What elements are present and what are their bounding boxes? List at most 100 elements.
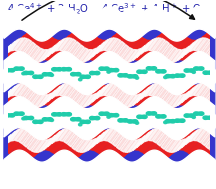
Ellipse shape (150, 67, 153, 70)
Polygon shape (115, 39, 155, 71)
Ellipse shape (55, 113, 59, 116)
Polygon shape (145, 38, 157, 51)
Polygon shape (123, 123, 163, 157)
Polygon shape (164, 127, 203, 160)
Ellipse shape (175, 74, 180, 77)
Ellipse shape (66, 113, 71, 116)
Polygon shape (0, 129, 21, 161)
Polygon shape (181, 43, 194, 58)
Polygon shape (35, 95, 48, 107)
Polygon shape (202, 86, 214, 101)
Polygon shape (76, 93, 88, 107)
Polygon shape (31, 93, 44, 107)
Polygon shape (196, 83, 216, 116)
Ellipse shape (131, 75, 134, 78)
Polygon shape (176, 74, 216, 106)
Polygon shape (26, 129, 66, 161)
Ellipse shape (142, 115, 147, 119)
Polygon shape (116, 45, 129, 60)
Polygon shape (48, 87, 60, 102)
Polygon shape (202, 131, 214, 146)
Polygon shape (141, 130, 153, 144)
Polygon shape (91, 119, 130, 150)
Polygon shape (188, 122, 216, 155)
FancyArrowPatch shape (22, 0, 194, 20)
Ellipse shape (178, 74, 182, 77)
Polygon shape (100, 83, 113, 96)
Polygon shape (74, 126, 114, 160)
Ellipse shape (23, 71, 29, 75)
Ellipse shape (189, 69, 194, 72)
Polygon shape (151, 83, 191, 116)
Polygon shape (78, 78, 118, 111)
Ellipse shape (79, 123, 82, 126)
Polygon shape (107, 84, 147, 116)
Ellipse shape (57, 113, 62, 116)
Ellipse shape (27, 117, 30, 119)
Polygon shape (210, 92, 216, 106)
Polygon shape (43, 45, 56, 60)
Polygon shape (96, 84, 108, 99)
Polygon shape (43, 135, 56, 150)
Polygon shape (176, 29, 216, 61)
Ellipse shape (206, 116, 210, 119)
Polygon shape (172, 121, 211, 154)
Ellipse shape (194, 112, 199, 115)
Polygon shape (5, 120, 45, 153)
Polygon shape (131, 74, 171, 106)
Ellipse shape (38, 75, 43, 78)
Polygon shape (135, 119, 175, 150)
Polygon shape (0, 125, 25, 159)
Polygon shape (98, 77, 138, 111)
Polygon shape (0, 93, 7, 107)
Polygon shape (92, 42, 105, 57)
Polygon shape (210, 137, 216, 151)
Polygon shape (161, 44, 173, 59)
Polygon shape (27, 90, 40, 105)
Ellipse shape (184, 114, 189, 117)
Polygon shape (15, 83, 27, 96)
Ellipse shape (47, 118, 52, 121)
Ellipse shape (159, 115, 163, 118)
Polygon shape (0, 120, 33, 153)
Ellipse shape (203, 116, 208, 119)
Polygon shape (95, 75, 135, 107)
Polygon shape (181, 88, 194, 103)
Polygon shape (95, 120, 135, 153)
Polygon shape (197, 38, 210, 52)
Polygon shape (100, 38, 113, 51)
Polygon shape (10, 123, 49, 156)
Polygon shape (82, 75, 122, 108)
Polygon shape (121, 138, 133, 152)
Polygon shape (64, 84, 76, 98)
Polygon shape (107, 129, 147, 161)
Ellipse shape (121, 119, 125, 122)
Polygon shape (62, 39, 102, 71)
Ellipse shape (123, 74, 128, 77)
Polygon shape (72, 135, 84, 150)
Polygon shape (11, 38, 23, 51)
Polygon shape (167, 33, 207, 67)
Polygon shape (15, 38, 27, 51)
Polygon shape (11, 83, 23, 96)
Ellipse shape (36, 120, 40, 123)
Ellipse shape (206, 71, 210, 74)
Polygon shape (184, 119, 216, 152)
Polygon shape (5, 30, 45, 63)
Polygon shape (103, 35, 143, 69)
Polygon shape (60, 83, 72, 96)
Polygon shape (74, 81, 114, 115)
Polygon shape (180, 74, 216, 105)
Polygon shape (86, 119, 126, 151)
Ellipse shape (85, 120, 90, 123)
Polygon shape (145, 128, 157, 142)
Polygon shape (70, 129, 110, 161)
Ellipse shape (137, 70, 142, 73)
Polygon shape (48, 42, 60, 57)
Ellipse shape (4, 69, 10, 72)
Polygon shape (137, 132, 149, 147)
Polygon shape (0, 38, 21, 71)
Ellipse shape (140, 70, 144, 73)
Polygon shape (194, 83, 206, 96)
Polygon shape (197, 84, 210, 98)
